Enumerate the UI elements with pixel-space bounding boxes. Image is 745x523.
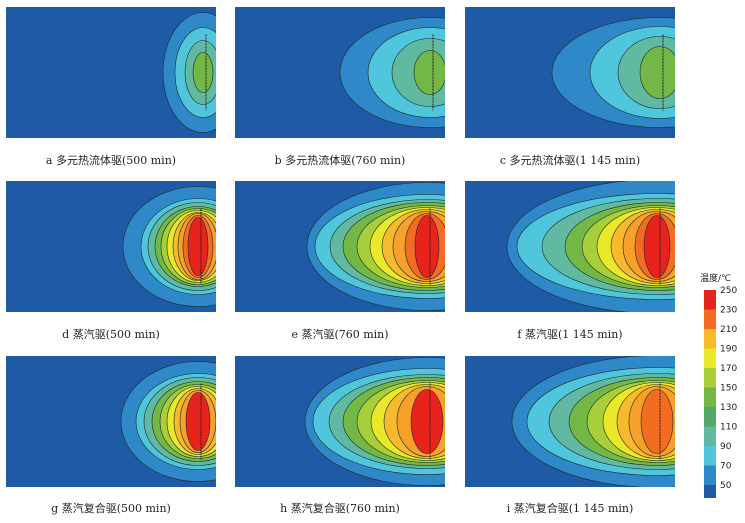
contour-plot-b: [235, 7, 445, 138]
contour-plot-h: [235, 356, 445, 487]
legend-swatch: [704, 368, 716, 388]
panel-a: [6, 7, 216, 138]
legend-tick-label: 110: [720, 423, 737, 433]
legend-tick-label: 150: [720, 384, 737, 394]
caption-g: g 蒸汽复合驱(500 min): [51, 502, 171, 515]
color-legend: 250 230 210 190 170 150 130 110 90 70 50: [704, 286, 737, 498]
isotherm-130: [413, 50, 445, 95]
isotherm-230: [640, 389, 674, 454]
legend-swatch: [704, 290, 716, 310]
legend-title: 温度/℃: [700, 274, 732, 284]
legend-tick-label: 130: [720, 403, 737, 413]
legend-tick-label: 90: [720, 442, 732, 452]
legend-swatch: [704, 348, 716, 368]
legend-swatch: [704, 465, 716, 485]
panel-d: [6, 181, 216, 312]
contour-plot-a: [6, 7, 216, 138]
caption-e: e 蒸汽驱(760 min): [291, 328, 389, 341]
panel-i: [465, 356, 675, 487]
isotherm-250: [414, 215, 440, 278]
caption-c: c 多元热流体驱(1 145 min): [499, 154, 641, 167]
panel-h: [235, 356, 445, 487]
panel-e: [235, 181, 445, 312]
legend-tick-label: 170: [720, 364, 737, 374]
legend-tick-label: 250: [720, 286, 737, 296]
isotherm-250: [410, 389, 444, 454]
legend-swatch: [704, 446, 716, 466]
isotherm-250: [187, 217, 209, 276]
isotherm-130: [639, 46, 675, 99]
isotherm-250: [185, 392, 211, 451]
panel-f: [465, 181, 675, 312]
caption-h: h 蒸汽复合驱(760 min): [280, 502, 400, 515]
isotherm-250: [643, 215, 671, 278]
legend-tick-label: 50: [720, 481, 732, 491]
legend-tick-label: 230: [720, 306, 737, 316]
isotherm-130: [192, 52, 214, 93]
contour-plot-i: [465, 356, 675, 487]
legend-swatch: [704, 387, 716, 407]
legend-swatch: [704, 309, 716, 329]
contour-plot-g: [6, 356, 216, 487]
contour-plot-e: [235, 181, 445, 312]
panel-c: [465, 7, 675, 138]
legend-swatch: [704, 426, 716, 446]
legend-swatch: [704, 407, 716, 427]
contour-plot-d: [6, 181, 216, 312]
panel-b: [235, 7, 445, 138]
contour-plot-f: [465, 181, 675, 312]
caption-f: f 蒸汽驱(1 145 min): [517, 328, 623, 341]
legend-swatch: [704, 485, 716, 498]
legend-swatch: [704, 329, 716, 349]
caption-b: b 多元热流体驱(760 min): [274, 154, 406, 167]
caption-d: d 蒸汽驱(500 min): [62, 328, 160, 341]
panel-g: [6, 356, 216, 487]
caption-i: i 蒸汽复合驱(1 145 min): [506, 502, 634, 515]
legend-tick-label: 210: [720, 325, 737, 335]
legend-tick-label: 70: [720, 462, 732, 472]
caption-a: a 多元热流体驱(500 min): [45, 154, 177, 167]
legend-tick-label: 190: [720, 345, 737, 355]
contour-plot-c: [465, 7, 675, 138]
